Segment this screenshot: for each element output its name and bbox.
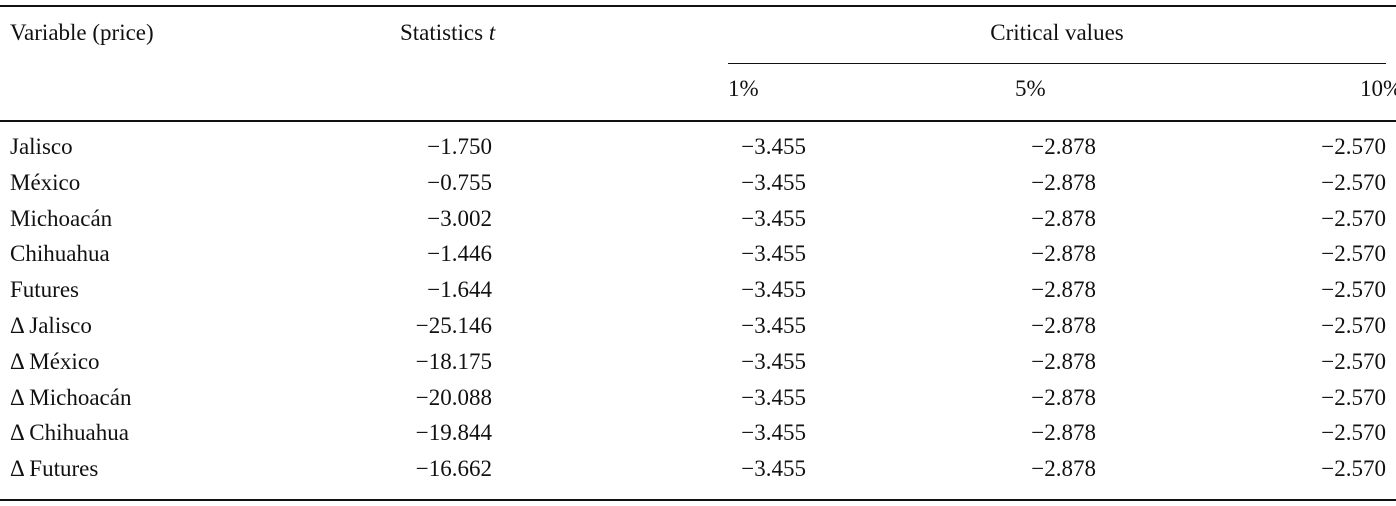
critical-10: −2.570 [1321,169,1386,195]
critical-1: −3.455 [741,313,806,338]
critical-5: −2.878 [1031,420,1096,446]
critical-5: −2.878 [1031,313,1096,338]
critical-5: −2.878 [1031,205,1096,231]
mid-rule [0,120,1396,122]
row-label: Δ México [10,348,100,374]
critical-5: −2.878 [1031,134,1096,159]
critical-10: −2.570 [1321,456,1386,482]
row-label: Michoacán [10,205,113,231]
statistic-value: −1.644 [427,277,492,303]
critical-1: −3.455 [741,134,806,159]
critical-5: −2.878 [1031,456,1096,482]
statistic-value: −0.755 [427,169,492,195]
statistic-value: −19.844 [415,420,492,446]
critical-10: −2.570 [1321,134,1386,159]
critical-10: −2.570 [1321,313,1386,338]
row-label: Jalisco [10,134,73,159]
row-label: Chihuahua [10,241,110,267]
critical-1: −3.455 [741,384,806,410]
sub-rule [728,63,1386,64]
statistic-value: −20.088 [415,384,492,410]
statistic-value: −25.146 [415,313,492,338]
critical-5: −2.878 [1031,277,1096,303]
critical-10: −2.570 [1321,205,1386,231]
critical-5: −2.878 [1031,169,1096,195]
statistic-value: −1.750 [427,134,492,159]
header-variable: Variable (price) [10,20,154,45]
critical-10: −2.570 [1321,241,1386,267]
header-statistic-symbol: t [488,20,496,45]
critical-1: −3.455 [741,205,806,231]
subheader-cell: 10% [1360,76,1396,101]
row-label: Δ Chihuahua [10,420,129,446]
statistic-value: −3.002 [427,205,492,231]
critical-1: −3.455 [741,169,806,195]
header-statistic-text: Statistics [400,20,484,45]
critical-5: −2.878 [1031,348,1096,374]
bottom-rule [0,499,1396,501]
critical-10: −2.570 [1321,277,1386,303]
statistic-value: −1.446 [427,241,492,267]
critical-1: −3.455 [741,348,806,374]
row-label: México [10,169,81,195]
critical-1: −3.455 [741,241,806,267]
row-label: Δ Jalisco [10,313,92,338]
header-critical: Critical values [990,20,1124,45]
critical-10: −2.570 [1321,348,1386,374]
header-statistic: Statistics t [400,19,495,47]
critical-10: −2.570 [1321,384,1386,410]
critical-10: −2.570 [1321,420,1386,446]
statistic-value: −18.175 [415,348,492,374]
critical-1: −3.455 [741,277,806,303]
row-label: Futures [10,277,79,303]
subheader-cell: 5% [1015,76,1046,101]
statistic-value: −16.662 [415,456,492,482]
row-label: Δ Michoacán [10,384,132,410]
critical-1: −3.455 [741,456,806,482]
subheader-cell: 1% [728,76,759,101]
critical-5: −2.878 [1031,241,1096,267]
row-label: Δ Futures [10,456,99,482]
top-rule [0,5,1396,7]
critical-5: −2.878 [1031,384,1096,410]
critical-1: −3.455 [741,420,806,446]
